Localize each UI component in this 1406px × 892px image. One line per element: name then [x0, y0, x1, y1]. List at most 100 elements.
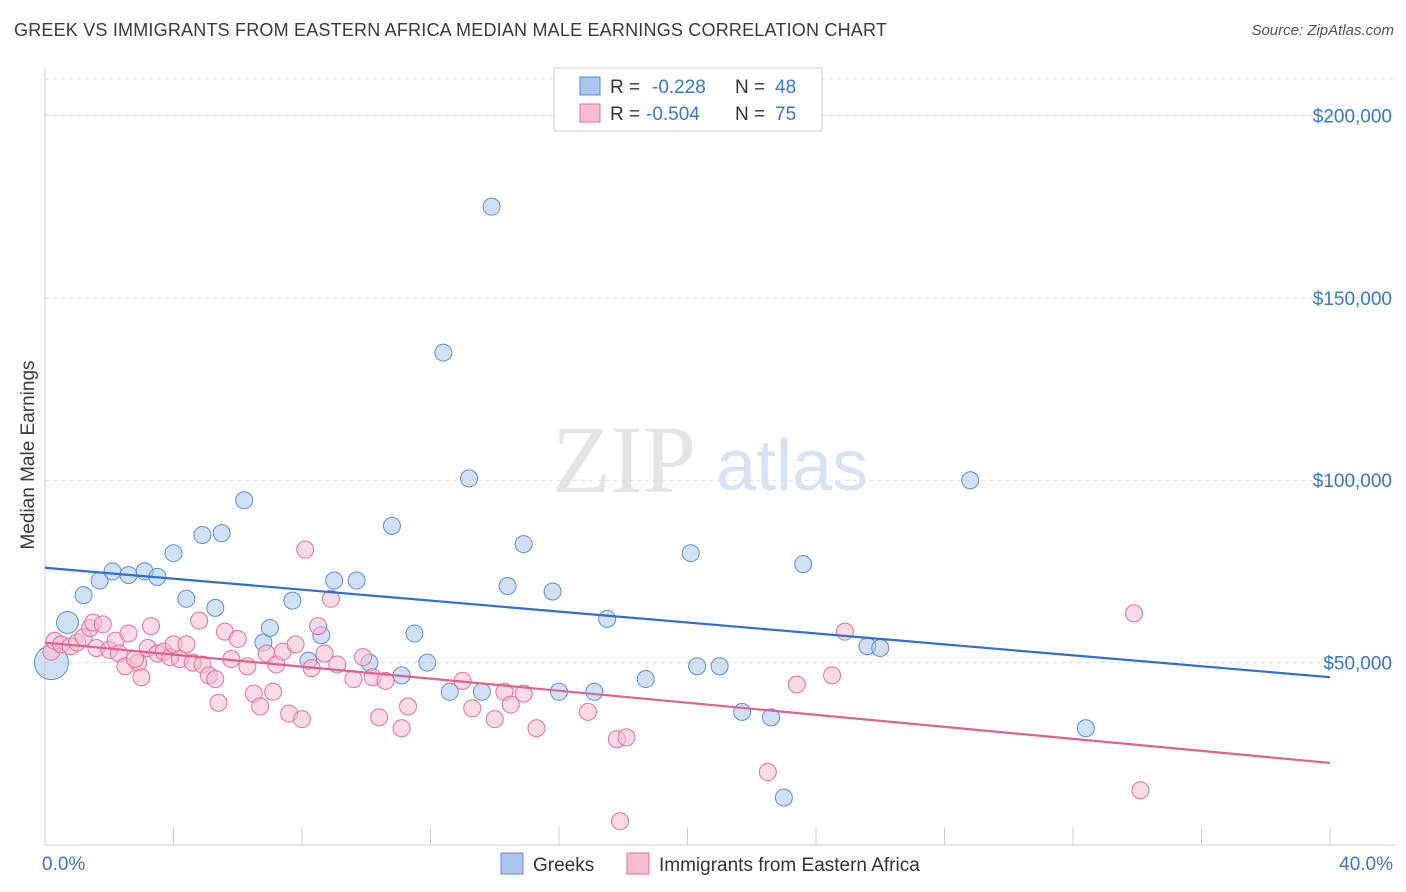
data-point-eastern-africa: [132, 668, 151, 687]
x-tick-labels: 0.0% 40.0%: [42, 854, 1393, 875]
data-point-eastern-africa: [501, 695, 520, 714]
data-point-eastern-africa: [787, 675, 806, 694]
data-point-greeks: [325, 571, 344, 590]
data-point-eastern-africa: [309, 617, 328, 636]
data-point-greeks: [103, 562, 122, 581]
data-point-greeks: [177, 589, 196, 608]
data-point-eastern-africa: [315, 644, 334, 663]
data-point-eastern-africa: [376, 671, 395, 690]
legend-eastern-africa-swatch: [626, 852, 650, 875]
data-point-greeks: [206, 598, 225, 617]
data-point-greeks: [710, 657, 729, 676]
data-point-eastern-africa: [485, 710, 504, 729]
data-point-eastern-africa: [286, 635, 305, 654]
data-point-greeks: [681, 544, 700, 563]
data-point-eastern-africa: [264, 682, 283, 701]
data-point-eastern-africa: [527, 719, 546, 738]
data-point-eastern-africa: [611, 812, 630, 831]
data-point-eastern-africa: [463, 699, 482, 718]
data-point-greeks: [74, 586, 93, 605]
data-point-eastern-africa: [206, 670, 225, 689]
data-point-eastern-africa: [321, 589, 340, 608]
legend-n-label-2: N =: [735, 104, 765, 125]
data-point-greeks: [1076, 719, 1095, 738]
data-point-greeks: [193, 525, 212, 544]
data-point-greeks: [585, 682, 604, 701]
data-point-eastern-africa: [93, 615, 112, 634]
data-point-greeks: [283, 591, 302, 610]
trend-lines: [44, 566, 1331, 765]
data-point-eastern-africa: [125, 649, 144, 668]
data-point-greeks: [418, 653, 437, 672]
watermark-atlas: atlas: [716, 426, 868, 506]
data-point-eastern-africa: [177, 635, 196, 654]
data-point-greeks: [598, 609, 617, 628]
data-point-greeks: [212, 524, 231, 543]
data-point-greeks: [762, 708, 781, 727]
data-point-greeks: [774, 788, 793, 807]
data-point-greeks: [794, 555, 813, 574]
data-point-eastern-africa: [1125, 604, 1144, 623]
data-point-eastern-africa: [758, 763, 777, 782]
legend-r-label-1: R =: [610, 77, 640, 98]
data-point-eastern-africa: [228, 629, 247, 648]
y-tick-label: $50,000: [1323, 654, 1392, 675]
legend-greeks-swatch: [500, 852, 524, 875]
watermark: ZIP atlas: [552, 406, 868, 513]
y-tick-label: $150,000: [1313, 289, 1392, 310]
data-point-greeks: [472, 682, 491, 701]
x-tick-label-min: 0.0%: [42, 854, 85, 875]
data-point-eastern-africa: [1131, 781, 1150, 800]
data-point-eastern-africa: [399, 697, 418, 716]
legend-n-value-2: 75: [775, 104, 796, 125]
axes: [44, 68, 1395, 846]
y-tick-label: $200,000: [1313, 106, 1392, 127]
data-point-eastern-africa: [617, 728, 636, 747]
data-point-eastern-africa: [119, 624, 138, 643]
legend-n-label-1: N =: [735, 77, 765, 98]
data-point-greeks: [55, 610, 79, 634]
data-point-eastern-africa: [392, 719, 411, 738]
data-point-eastern-africa: [823, 666, 842, 685]
data-point-greeks: [260, 618, 279, 637]
data-point-eastern-africa: [835, 622, 854, 641]
data-point-eastern-africa: [251, 697, 270, 716]
series-eastern-africa-points: [42, 540, 1150, 831]
data-point-greeks: [405, 624, 424, 643]
data-point-greeks: [164, 544, 183, 563]
data-point-greeks: [636, 670, 655, 689]
data-point-greeks: [871, 639, 890, 658]
legend-eastern-africa-label: Immigrants from Eastern Africa: [659, 855, 920, 876]
data-point-eastern-africa: [296, 540, 315, 559]
data-point-greeks: [440, 682, 459, 701]
data-point-greeks: [347, 571, 366, 590]
trendline-eastern-africa: [44, 641, 1331, 765]
data-point-eastern-africa: [209, 693, 228, 712]
legend-r-value-2: -0.504: [646, 104, 700, 125]
data-point-greeks: [482, 197, 501, 216]
legend-swatch-eastern-africa: [579, 103, 601, 123]
data-point-greeks: [543, 582, 562, 601]
data-point-eastern-africa: [514, 684, 533, 703]
legend-r-label-2: R =: [610, 104, 640, 125]
series-legend: Greeks Immigrants from Eastern Africa: [500, 852, 920, 876]
data-point-eastern-africa: [370, 708, 389, 727]
data-point-greeks: [382, 516, 401, 535]
legend-r-value-1: -0.228: [652, 77, 706, 98]
data-point-eastern-africa: [190, 611, 209, 630]
data-point-eastern-africa: [578, 702, 597, 721]
x-tick-label-max: 40.0%: [1339, 854, 1393, 875]
data-point-greeks: [688, 657, 707, 676]
legend-n-value-1: 48: [775, 77, 796, 98]
legend-greeks-label: Greeks: [533, 855, 594, 876]
chart-title: GREEK VS IMMIGRANTS FROM EASTERN AFRICA …: [14, 20, 888, 40]
legend-swatch-greeks: [579, 76, 601, 96]
data-point-eastern-africa: [354, 648, 373, 667]
y-axis-label: Median Male Earnings: [18, 360, 39, 549]
source-label: Source: ZipAtlas.com: [1251, 22, 1394, 39]
y-tick-label: $100,000: [1313, 471, 1392, 492]
data-point-greeks: [961, 471, 980, 490]
data-point-greeks: [498, 577, 517, 596]
gridlines: [45, 78, 1395, 664]
